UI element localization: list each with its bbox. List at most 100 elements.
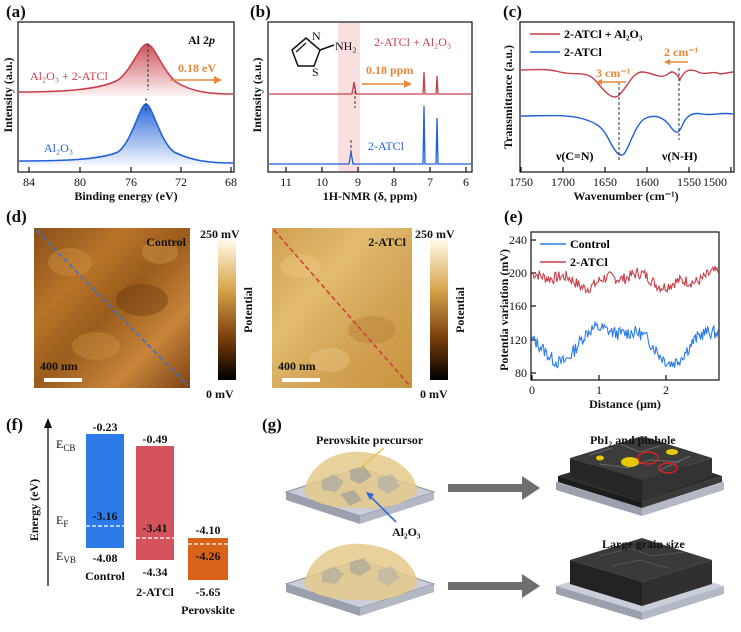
panel-b-ylabel: Intensity (a.u.) [250, 57, 264, 132]
panel-d-cbar-2-bottom: 0 mV [420, 387, 448, 401]
panel-d-cbar-1-top: 250 mV [200, 227, 240, 241]
panel-f-name-control: Control [85, 569, 125, 583]
panel-e: (e) Potentia variation (mV) 80 120 160 2… [497, 207, 720, 411]
panel-e-xlabel: Distance (μm) [589, 397, 661, 411]
panel-c-xtick-4: 1550 [677, 175, 701, 189]
panel-b-xticks: 11 10 9 8 7 6 [280, 167, 469, 189]
panel-a-bottom-label: Al₂O₃ [44, 141, 73, 155]
panel-d-scalebar-1 [44, 378, 82, 382]
panel-d-map-atcl-texture [280, 254, 396, 372]
panel-d-cbar-2-label: Potential [453, 286, 467, 333]
panel-g-arrow-top-head [522, 476, 540, 500]
panel-b-top-label: 2-ATCl + Al₂O₃ [374, 35, 451, 49]
panel-a-blue-fill [19, 104, 233, 165]
panel-g-droplet-bottom-grains [322, 558, 400, 586]
panel-e-ytick-2: 160 [509, 299, 527, 313]
panel-b-xtick-0: 11 [280, 175, 292, 189]
panel-c-xtick-1: 1700 [551, 175, 575, 189]
panel-a-xtick-2: 76 [125, 175, 137, 189]
panel-c-xtick-5: 1500 [703, 175, 727, 189]
panel-b-axes [267, 21, 473, 173]
panel-g-label: (g) [262, 415, 282, 434]
panel-a-red-curve [18, 43, 234, 95]
panel-a-xtick-0: 84 [23, 175, 35, 189]
panel-a-arrow-head [214, 76, 222, 84]
panel-c-xtick-0: 1750 [509, 175, 533, 189]
panel-c-peak-1: ν(C=N) [555, 149, 594, 163]
panel-f-axis-arrow [44, 418, 52, 428]
panel-b-mol-s: S [312, 65, 319, 79]
panel-b-highlight [338, 23, 360, 171]
panel-f: (f) Energy (eV) ECB EF EVB -0.23 -3.16 -… [6, 415, 236, 617]
panel-a: (a) Intensity (a.u.) 84 80 76 72 68 Bind… [1, 2, 237, 203]
panel-f-ylabel: Energy (eV) [27, 479, 41, 541]
panel-a-xtick-3: 72 [175, 175, 187, 189]
panel-g-al2o3-label: Al₂O₃ [392, 525, 421, 539]
panel-f-name-atcl: 2-ATCl [136, 585, 174, 599]
panel-a-top-label: Al₂O₃ + 2-ATCl [30, 69, 108, 83]
panel-a-shift: 0.18 eV [178, 61, 216, 75]
panel-c: (c) Transmittance (a.u.) 1750 1700 1650 … [501, 2, 735, 203]
panel-g-pbi2-label: PbI₂ and pinhole [590, 433, 676, 447]
panel-e-xticks: 0 1 2 [529, 375, 669, 397]
panel-d-atcl-linecut [273, 229, 411, 387]
panel-d: (d) Control 400 nm 250 mV 0 mV Potential… [6, 207, 467, 401]
panel-f-ef-atcl-val: -3.41 [143, 521, 168, 535]
panel-b: (b) Intensity (a.u.) 11 10 9 8 7 6 1H-NM… [250, 2, 473, 203]
panel-d-map-control-texture [48, 240, 178, 360]
panel-d-cbar-1-bottom: 0 mV [206, 387, 234, 401]
panel-b-xtick-4: 7 [427, 175, 433, 189]
panel-e-ylabel: Potentia variation (mV) [497, 249, 511, 371]
panel-g-arrow-top-body [448, 484, 524, 492]
panel-a-element: Al 2p [188, 33, 215, 47]
panel-g-al2o3-arrow-head [366, 492, 374, 500]
panel-g-film-bottom [556, 538, 724, 620]
panel-a-xtick-4: 68 [225, 175, 237, 189]
panel-e-xtick-0: 0 [529, 383, 535, 397]
panel-a-xtick-1: 80 [74, 175, 86, 189]
panel-d-colorbar-2 [430, 240, 448, 380]
panel-d-colorbar-1 [218, 240, 236, 380]
panel-f-vb-control: -4.08 [93, 551, 118, 565]
panel-f-name-perovskite: Perovskite [181, 603, 235, 617]
panel-e-ytick-3: 200 [509, 266, 527, 280]
panel-f-label: (f) [6, 415, 23, 434]
panel-b-blue-spectrum [269, 105, 471, 165]
panel-b-label: (b) [250, 2, 271, 21]
panel-a-ylabel: Intensity (a.u.) [1, 57, 15, 132]
panel-f-vb-perovskite: -5.65 [196, 585, 221, 599]
panel-d-scalebar-2-label: 400 nm [278, 359, 316, 373]
panel-e-yticks: 80 120 160 200 240 [509, 233, 536, 380]
panel-f-ecb: ECB [56, 437, 75, 453]
panel-c-peak-2: ν(N-H) [661, 149, 697, 163]
panel-b-bottom-label: 2-ATCl [368, 139, 405, 153]
panel-b-xtick-1: 10 [316, 175, 328, 189]
panel-f-bar-atcl [136, 446, 174, 560]
panel-f-evb: EVB [56, 549, 76, 565]
panel-d-control-linecut [35, 229, 189, 387]
panel-c-legend-1: 2-ATCl [564, 45, 602, 59]
panel-b-arrow-head [404, 80, 412, 88]
panel-e-xtick-2: 2 [663, 383, 669, 397]
panel-e-ytick-0: 80 [515, 366, 527, 380]
panel-a-red-fill [19, 44, 233, 96]
panel-f-cb-atcl: -0.49 [143, 432, 168, 446]
panel-c-xtick-2: 1650 [593, 175, 617, 189]
panel-b-xlabel: 1H-NMR (δ, ppm) [323, 189, 418, 203]
panel-a-blue-curve [18, 103, 234, 164]
panel-b-xtick-3: 8 [391, 175, 397, 189]
panel-d-label: (d) [6, 207, 27, 226]
panel-f-cb-perovskite: -4.10 [196, 523, 221, 537]
panel-d-scalebar-1-label: 400 nm [40, 359, 78, 373]
panel-a-xticks: 84 80 76 72 68 [23, 167, 237, 189]
panel-a-xlabel: Binding energy (eV) [74, 189, 177, 203]
panel-c-axes [519, 21, 735, 173]
panel-b-red-spectrum [269, 71, 471, 95]
panel-c-xlabel: Wavenumber (cm⁻¹) [573, 189, 678, 203]
panel-g-al2o3-pointer [369, 495, 397, 523]
panel-e-xtick-1: 1 [596, 383, 602, 397]
panel-e-label: (e) [504, 207, 523, 226]
panel-c-red-spectrum [520, 68, 734, 98]
panel-c-ylabel: Transmittance (a.u.) [501, 45, 515, 149]
